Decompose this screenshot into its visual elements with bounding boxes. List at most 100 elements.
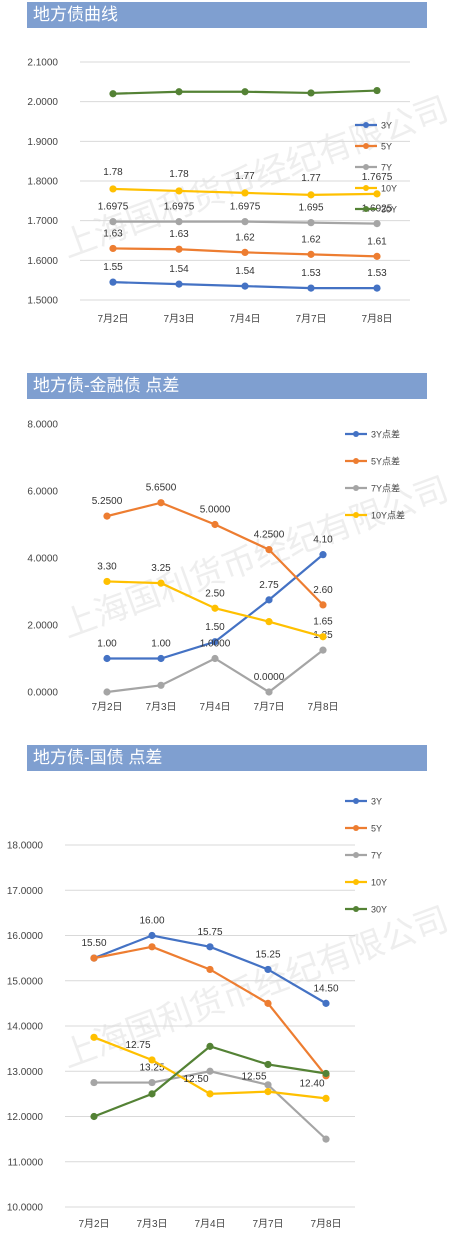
data-point: [206, 965, 214, 974]
y-tick-label: 15.0000: [7, 976, 44, 987]
y-tick-label: 1.9000: [27, 137, 58, 148]
data-label: 1.53: [367, 268, 387, 279]
data-point: [241, 88, 249, 96]
data-point: [211, 520, 219, 529]
data-label: 1.00: [151, 639, 171, 650]
legend-marker: [353, 458, 359, 464]
data-point: [373, 86, 381, 95]
data-point: [322, 999, 330, 1007]
data-label: 5.6500: [146, 483, 177, 494]
series-line-7Y: [94, 1070, 327, 1140]
data-label: 3.25: [151, 563, 171, 574]
data-label: 5.0000: [200, 505, 231, 516]
data-label: 12.50: [183, 1074, 208, 1085]
y-tick-label: 2.0000: [27, 621, 58, 632]
data-point: [264, 999, 272, 1007]
data-point: [175, 187, 183, 195]
y-tick-label: 16.0000: [7, 931, 44, 942]
data-label: 1.54: [235, 266, 255, 277]
y-tick-label: 12.0000: [7, 1112, 44, 1123]
data-label: 12.75: [125, 1040, 150, 1051]
data-point: [109, 185, 117, 193]
data-point: [157, 579, 165, 587]
x-tick-label: 7月3日: [145, 701, 176, 713]
x-tick-label: 7月2日: [78, 1218, 109, 1230]
data-label: 1.77: [235, 171, 255, 182]
data-label: 1.53: [301, 268, 321, 279]
legend-label: 5Y点差: [371, 456, 400, 467]
data-point: [264, 965, 272, 974]
data-point: [373, 252, 381, 260]
data-point: [103, 688, 111, 696]
data-point: [307, 191, 315, 199]
y-tick-label: 6.0000: [27, 487, 58, 498]
data-label: 1.7675: [362, 172, 393, 183]
legend-label: 5Y: [371, 824, 382, 834]
data-label: 1.78: [169, 169, 189, 180]
data-label: 1.6975: [164, 202, 195, 213]
data-point: [322, 1135, 330, 1143]
y-tick-label: 8.0000: [27, 420, 58, 431]
data-point: [307, 89, 315, 97]
data-point: [373, 284, 381, 292]
legend-label: 10Y: [381, 184, 397, 194]
legend-marker: [353, 512, 359, 518]
x-tick-label: 7月8日: [310, 1218, 341, 1230]
data-point: [319, 646, 327, 654]
legend-label: 3Y: [381, 121, 392, 131]
legend-label: 3Y点差: [371, 429, 400, 440]
x-tick-label: 7月2日: [91, 701, 122, 713]
data-label: 1.77: [301, 173, 321, 184]
data-label: 5.2500: [92, 496, 123, 507]
data-point: [157, 654, 165, 663]
data-point: [90, 1033, 98, 1041]
data-label: 1.0000: [200, 639, 231, 650]
legend-marker: [363, 185, 369, 191]
legend-label: 10Y点差: [371, 510, 405, 521]
data-point: [90, 954, 98, 962]
data-point: [109, 244, 117, 253]
x-tick-label: 7月8日: [361, 313, 392, 325]
data-point: [206, 943, 214, 951]
x-tick-label: 7月4日: [194, 1218, 225, 1230]
legend-marker: [353, 485, 359, 491]
legend-label: 7Y点差: [371, 483, 400, 494]
y-tick-label: 0.0000: [27, 688, 58, 699]
data-point: [103, 512, 111, 520]
data-point: [241, 282, 249, 290]
data-label: 1.50: [205, 622, 225, 633]
y-tick-label: 4.0000: [27, 554, 58, 565]
data-point: [175, 88, 183, 96]
data-label: 12.55: [241, 1072, 266, 1083]
data-label: 3.30: [97, 561, 117, 572]
data-label: 1.54: [169, 264, 189, 275]
data-label: 12.40: [299, 1078, 324, 1089]
data-point: [264, 1088, 272, 1096]
data-point: [148, 1056, 156, 1064]
legend-marker: [363, 164, 369, 170]
data-point: [373, 190, 381, 198]
data-point: [373, 220, 381, 228]
data-point: [90, 1078, 98, 1087]
x-tick-label: 7月7日: [252, 1218, 283, 1230]
data-label: 1.6975: [98, 202, 129, 213]
data-point: [148, 943, 156, 951]
data-label: 1.61: [367, 236, 387, 247]
data-point: [265, 546, 273, 554]
chart-treasury-spread: 10.0000 11.0000 12.0000 13.0000 14.0000 15.00…: [7, 797, 387, 1231]
y-tick-label: 17.0000: [7, 886, 44, 897]
data-point: [319, 633, 327, 641]
data-point: [319, 551, 327, 559]
data-label: 4.10: [313, 535, 333, 546]
legend-label: 5Y: [381, 142, 392, 152]
legend-label: 7Y: [371, 851, 382, 861]
x-tick-label: 7月4日: [229, 313, 260, 325]
data-point: [319, 601, 327, 609]
data-point: [103, 577, 111, 586]
legend-marker: [353, 879, 359, 885]
data-point: [265, 688, 273, 696]
y-tick-label: 11.0000: [8, 1157, 44, 1168]
x-tick-label: 7月7日: [253, 701, 284, 713]
x-tick-label: 7月3日: [136, 1218, 167, 1230]
chart-title: 地方债曲线: [27, 2, 427, 28]
